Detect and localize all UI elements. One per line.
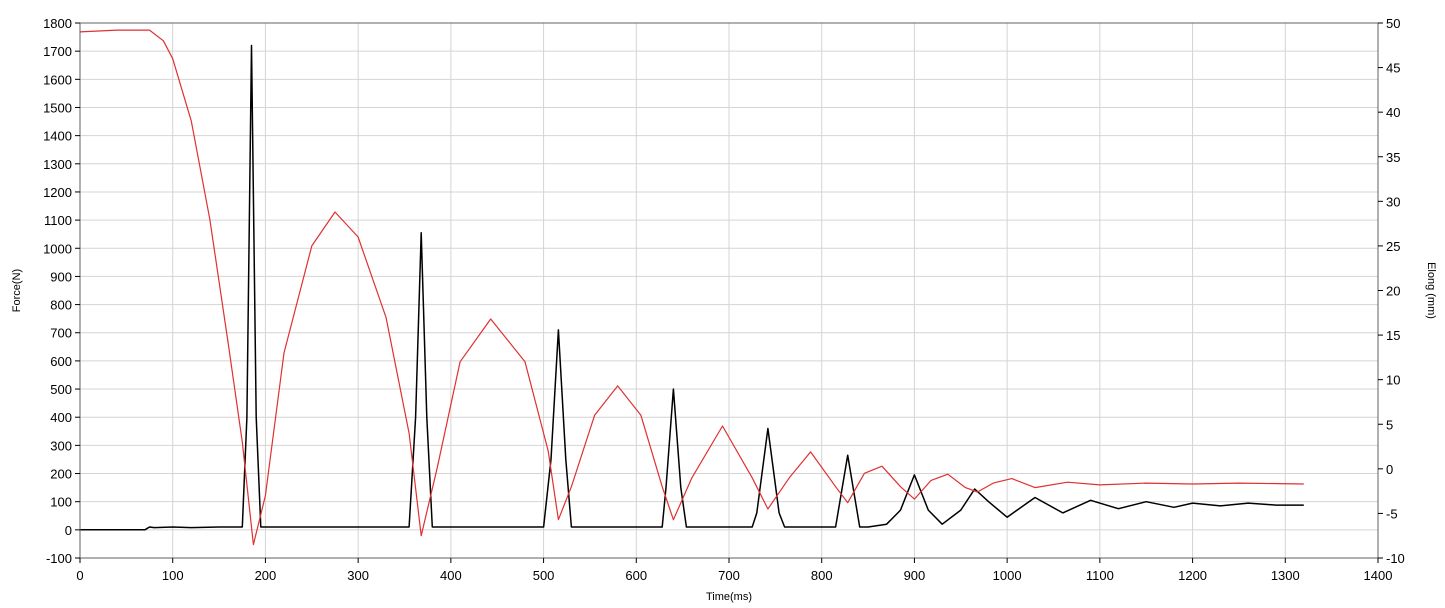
y2-tick-label: 10 bbox=[1386, 373, 1400, 388]
y2-tick-label: 15 bbox=[1386, 328, 1400, 343]
y-tick-label: 900 bbox=[50, 269, 72, 284]
y2-tick-label: 45 bbox=[1386, 61, 1400, 76]
y-tick-label: 200 bbox=[50, 467, 72, 482]
y-tick-label: 1700 bbox=[43, 44, 72, 59]
y-tick-label: 1000 bbox=[43, 241, 72, 256]
y-tick-label: 400 bbox=[50, 410, 72, 425]
x-tick-label: 1200 bbox=[1178, 568, 1207, 583]
y-tick-label: 1400 bbox=[43, 129, 72, 144]
y2-axis-title: Elong (mm) bbox=[1425, 262, 1437, 319]
y-tick-label: 700 bbox=[50, 326, 72, 341]
series-group bbox=[79, 29, 1304, 546]
y2-tick-label: 0 bbox=[1386, 462, 1393, 477]
y2-tick-label: 35 bbox=[1386, 150, 1400, 165]
y-tick-label: 1600 bbox=[43, 72, 72, 87]
y-tick-label: 1800 bbox=[43, 16, 72, 31]
x-tick-label: 1300 bbox=[1271, 568, 1300, 583]
y-tick-label: 1300 bbox=[43, 157, 72, 172]
y2-tick-label: -5 bbox=[1386, 506, 1398, 521]
x-tick-label: 500 bbox=[533, 568, 555, 583]
y-tick-label: -100 bbox=[46, 551, 72, 566]
x-tick-label: 900 bbox=[904, 568, 926, 583]
x-tick-label: 0 bbox=[76, 568, 83, 583]
y2-tick-label: 50 bbox=[1386, 16, 1400, 31]
x-tick-label: 200 bbox=[255, 568, 277, 583]
series-line-2 bbox=[79, 29, 1304, 546]
y-tick-label: 1500 bbox=[43, 100, 72, 115]
y-axis-title: Force(N) bbox=[11, 269, 23, 312]
y-tick-label: 100 bbox=[50, 495, 72, 510]
x-tick-label: 700 bbox=[718, 568, 740, 583]
y-tick-label: 300 bbox=[50, 438, 72, 453]
y-axis-right: -10 -5 0 5 10 15 20 25 30 35 40 45 50 bbox=[1378, 16, 1405, 566]
y2-tick-label: 30 bbox=[1386, 194, 1400, 209]
x-tick-label: 800 bbox=[811, 568, 833, 583]
y2-tick-label: 20 bbox=[1386, 284, 1400, 299]
y-tick-label: 600 bbox=[50, 354, 72, 369]
series-line-1 bbox=[80, 44, 1304, 531]
y2-tick-label: 25 bbox=[1386, 239, 1400, 254]
y-tick-label: 800 bbox=[50, 298, 72, 313]
grid bbox=[79, 22, 1379, 559]
y-tick-label: 500 bbox=[50, 382, 72, 397]
y2-tick-label: 40 bbox=[1386, 105, 1400, 120]
y2-tick-label: 5 bbox=[1386, 417, 1393, 432]
x-axis: 0 100 200 300 400 500 600 700 800 900 1000 1100 1200… bbox=[76, 558, 1392, 583]
y-axis-left: -100 0 100 200 300 400 500 600 700 800 900 1000 1100… bbox=[43, 16, 80, 566]
x-axis-title: Time(ms) bbox=[706, 591, 752, 603]
y2-tick-label: -10 bbox=[1386, 551, 1405, 566]
x-tick-label: 600 bbox=[625, 568, 647, 583]
y-tick-label: 1200 bbox=[43, 185, 72, 200]
x-tick-label: 1100 bbox=[1086, 568, 1114, 583]
x-tick-label: 400 bbox=[440, 568, 462, 583]
y-tick-label: 0 bbox=[65, 523, 72, 538]
x-tick-label: 300 bbox=[347, 568, 369, 583]
x-tick-label: 1000 bbox=[993, 568, 1022, 583]
x-tick-label: 100 bbox=[162, 568, 184, 583]
y-tick-label: 1100 bbox=[44, 213, 72, 228]
x-tick-label: 1400 bbox=[1364, 568, 1393, 583]
